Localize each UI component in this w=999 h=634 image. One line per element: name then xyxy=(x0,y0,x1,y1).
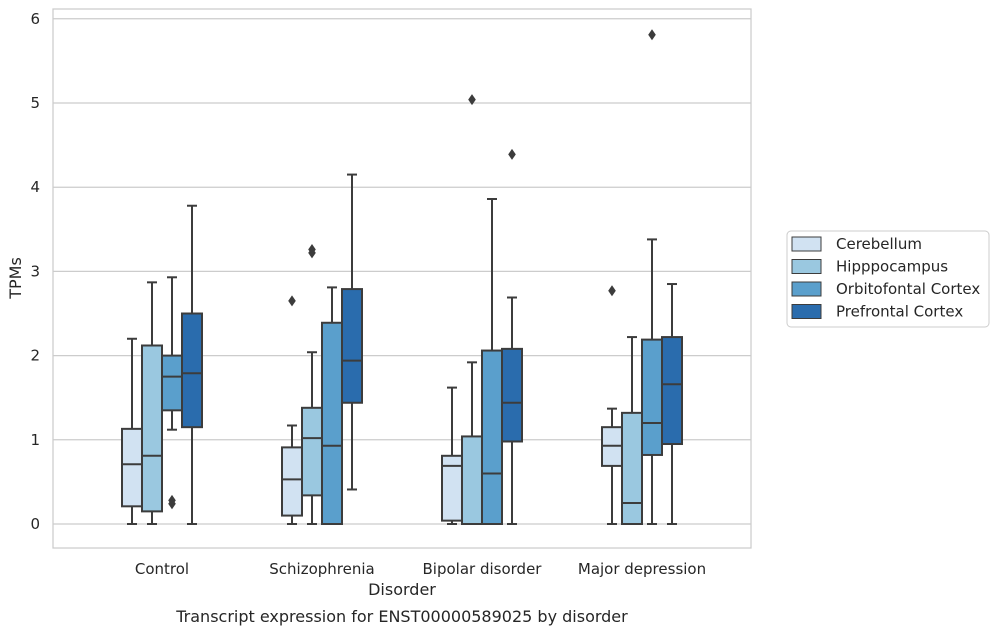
y-axis-label: TPMs xyxy=(6,257,25,300)
legend-label: Hipppocampus xyxy=(836,258,948,276)
legend-swatch xyxy=(791,236,822,252)
series-group xyxy=(181,148,683,525)
legend-swatch xyxy=(791,281,822,297)
legend: Cerebellum Hipppocampus Orbitofontal Corte… xyxy=(786,230,990,328)
x-axis-label: Disorder xyxy=(368,580,436,599)
box xyxy=(501,347,523,443)
legend-swatch xyxy=(791,259,822,274)
legend-label: Orbitofontal Cortex xyxy=(836,280,980,298)
figure-caption: Transcript expression for ENST0000058902… xyxy=(175,607,628,626)
x-tick-label: Major depression xyxy=(578,560,706,578)
legend-frame xyxy=(786,230,990,328)
y-tick-label: 4 xyxy=(30,178,40,196)
outlier-point xyxy=(308,244,316,256)
x-axis-ticks: Control Schizophrenia Bipolar disorder Majo… xyxy=(135,560,706,578)
series-group xyxy=(141,94,643,526)
box xyxy=(661,336,683,446)
plot-area-frame xyxy=(52,8,752,549)
y-tick-label: 3 xyxy=(30,262,40,280)
outlier-point xyxy=(648,29,656,41)
box xyxy=(621,411,643,525)
y-tick-label: 5 xyxy=(30,94,40,112)
y-tick-label: 6 xyxy=(30,10,40,28)
legend-label: Prefrontal Cortex xyxy=(836,303,963,321)
box xyxy=(481,349,503,525)
y-tick-label: 2 xyxy=(30,347,40,365)
x-tick-label: Schizophrenia xyxy=(269,560,374,578)
box xyxy=(301,406,323,497)
box xyxy=(321,321,343,525)
outlier-point xyxy=(608,285,616,297)
box xyxy=(281,446,303,517)
box-series xyxy=(121,29,683,526)
y-axis-ticks: 0 1 2 3 4 5 6 xyxy=(30,10,40,533)
outlier-point xyxy=(288,295,296,307)
legend-swatch xyxy=(791,304,822,319)
box xyxy=(161,354,183,412)
x-tick-label: Bipolar disorder xyxy=(423,560,543,578)
x-tick-label: Control xyxy=(135,560,189,578)
y-tick-label: 1 xyxy=(30,431,40,449)
legend-label: Cerebellum xyxy=(836,235,922,253)
box xyxy=(461,435,483,526)
box xyxy=(121,427,143,508)
box xyxy=(641,338,663,456)
y-tick-label: 0 xyxy=(30,515,40,533)
outlier-point xyxy=(468,94,476,106)
box xyxy=(341,288,363,404)
outlier-point xyxy=(508,148,516,160)
outlier-point xyxy=(168,494,176,506)
box xyxy=(141,344,163,513)
box xyxy=(181,312,203,429)
series-group xyxy=(121,285,623,525)
